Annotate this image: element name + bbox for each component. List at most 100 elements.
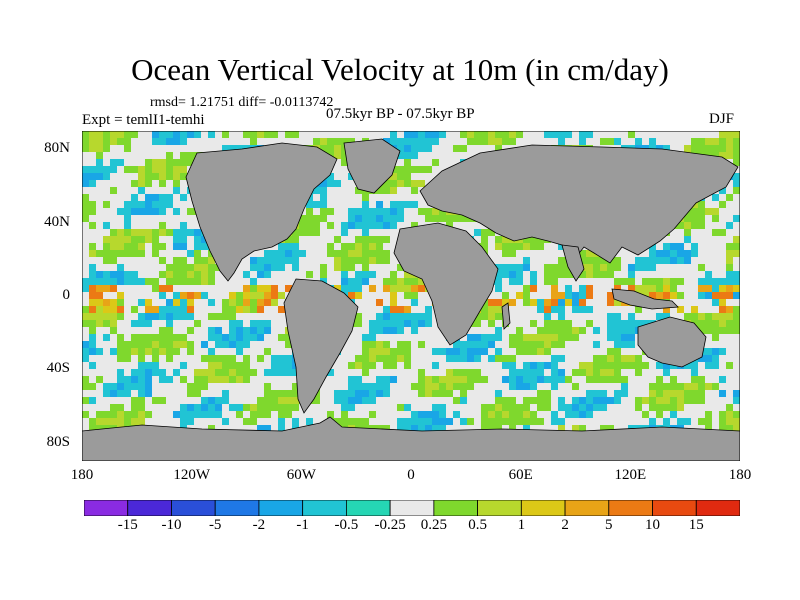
ocean-cell bbox=[516, 131, 523, 138]
ocean-cell bbox=[719, 201, 726, 208]
ocean-cell bbox=[89, 138, 96, 145]
ocean-cell bbox=[369, 271, 376, 278]
ocean-cell bbox=[404, 152, 411, 159]
ocean-cell bbox=[719, 390, 726, 397]
ocean-cell bbox=[327, 173, 334, 180]
ocean-cell bbox=[509, 397, 516, 404]
ocean-cell bbox=[201, 271, 208, 278]
ocean-cell bbox=[705, 320, 712, 327]
ocean-cell bbox=[250, 257, 257, 264]
ocean-cell bbox=[292, 257, 299, 264]
ocean-cell bbox=[719, 299, 726, 306]
ocean-cell bbox=[89, 285, 96, 292]
ocean-cell bbox=[208, 131, 215, 138]
ocean-cell bbox=[530, 285, 537, 292]
ocean-cell bbox=[551, 341, 558, 348]
ocean-cell bbox=[341, 257, 348, 264]
ocean-cell bbox=[691, 390, 698, 397]
ocean-cell bbox=[194, 376, 201, 383]
ocean-cell bbox=[558, 369, 565, 376]
ocean-cell bbox=[712, 208, 719, 215]
ocean-cell bbox=[327, 222, 334, 229]
ocean-cell bbox=[537, 404, 544, 411]
ocean-cell bbox=[82, 131, 89, 138]
ocean-cell bbox=[621, 320, 628, 327]
ocean-cell bbox=[698, 222, 705, 229]
ocean-cell bbox=[187, 278, 194, 285]
ocean-cell bbox=[180, 306, 187, 313]
ocean-cell bbox=[138, 187, 145, 194]
ocean-cell bbox=[705, 138, 712, 145]
ocean-cell bbox=[327, 250, 334, 257]
ocean-cell bbox=[495, 306, 502, 313]
ocean-cell bbox=[124, 341, 131, 348]
ocean-cell bbox=[194, 390, 201, 397]
ocean-cell bbox=[362, 229, 369, 236]
ocean-cell bbox=[131, 278, 138, 285]
ocean-cell bbox=[187, 264, 194, 271]
ocean-cell bbox=[467, 341, 474, 348]
ocean-cell bbox=[194, 257, 201, 264]
ocean-cell bbox=[131, 229, 138, 236]
ocean-cell bbox=[656, 383, 663, 390]
ocean-cell bbox=[348, 243, 355, 250]
ocean-cell bbox=[397, 278, 404, 285]
ocean-cell bbox=[124, 131, 131, 138]
ocean-cell bbox=[341, 250, 348, 257]
ocean-cell bbox=[453, 376, 460, 383]
ocean-cell bbox=[439, 131, 446, 138]
ocean-cell bbox=[334, 145, 341, 152]
ocean-cell bbox=[159, 306, 166, 313]
ocean-cell bbox=[138, 201, 145, 208]
ocean-cell bbox=[432, 390, 439, 397]
ocean-cell bbox=[628, 264, 635, 271]
ocean-cell bbox=[152, 369, 159, 376]
ocean-cell bbox=[124, 201, 131, 208]
ocean-cell bbox=[635, 320, 642, 327]
ocean-cell bbox=[467, 355, 474, 362]
ocean-cell bbox=[586, 320, 593, 327]
ocean-cell bbox=[397, 320, 404, 327]
ocean-cell bbox=[586, 369, 593, 376]
ocean-cell bbox=[306, 215, 313, 222]
ocean-cell bbox=[719, 229, 726, 236]
ocean-cell bbox=[544, 313, 551, 320]
ocean-cell bbox=[516, 292, 523, 299]
ocean-cell bbox=[187, 229, 194, 236]
colorbar-tick-label: -15 bbox=[117, 517, 138, 533]
ocean-cell bbox=[530, 271, 537, 278]
ocean-cell bbox=[705, 313, 712, 320]
ocean-cell bbox=[628, 313, 635, 320]
ocean-cell bbox=[628, 271, 635, 278]
ocean-cell bbox=[418, 383, 425, 390]
ocean-cell bbox=[733, 390, 740, 397]
ocean-cell bbox=[502, 397, 509, 404]
ocean-cell bbox=[628, 320, 635, 327]
ocean-cell bbox=[82, 355, 89, 362]
ocean-cell bbox=[138, 243, 145, 250]
ocean-cell bbox=[544, 278, 551, 285]
ocean-cell bbox=[656, 362, 663, 369]
ocean-cell bbox=[656, 285, 663, 292]
ocean-cell bbox=[138, 355, 145, 362]
ocean-cell bbox=[180, 341, 187, 348]
ocean-cell bbox=[103, 306, 110, 313]
ocean-cell bbox=[89, 180, 96, 187]
ocean-cell bbox=[369, 383, 376, 390]
ocean-cell bbox=[117, 250, 124, 257]
ocean-cell bbox=[537, 376, 544, 383]
ocean-cell bbox=[264, 425, 271, 432]
ocean-cell bbox=[383, 355, 390, 362]
ocean-cell bbox=[131, 236, 138, 243]
ocean-cell bbox=[453, 215, 460, 222]
ocean-cell bbox=[663, 418, 670, 425]
ocean-cell bbox=[334, 250, 341, 257]
ocean-cell bbox=[628, 334, 635, 341]
ocean-cell bbox=[726, 320, 733, 327]
ocean-cell bbox=[712, 285, 719, 292]
ocean-cell bbox=[306, 208, 313, 215]
ocean-cell bbox=[89, 264, 96, 271]
ocean-cell bbox=[264, 320, 271, 327]
ocean-cell bbox=[145, 173, 152, 180]
ocean-cell bbox=[131, 418, 138, 425]
